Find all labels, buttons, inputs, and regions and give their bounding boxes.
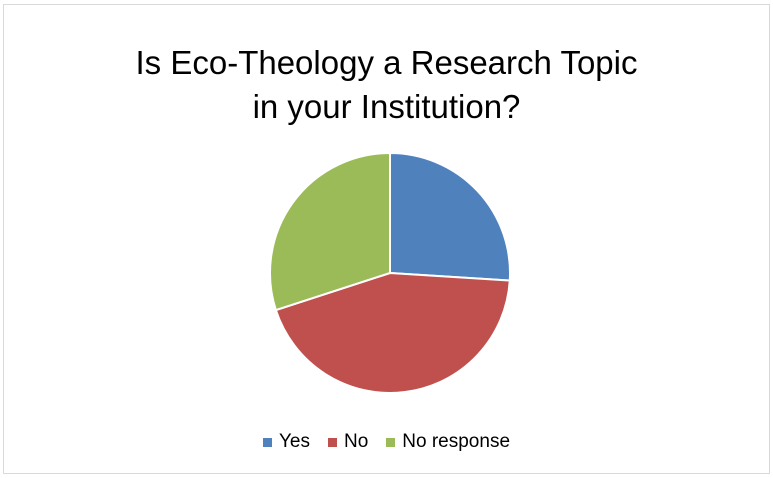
legend-swatch-no-response: [386, 437, 396, 447]
legend-swatch-no: [327, 437, 337, 447]
legend-item-no-response: No response: [386, 431, 510, 453]
legend-label-no-response: No response: [402, 431, 511, 452]
legend: Yes No No response: [4, 431, 769, 453]
pie-slice-no-response: [269, 151, 391, 312]
legend-item-no: No: [327, 431, 369, 453]
chart-frame: Is Eco-Theology a Research Topic in your…: [3, 4, 770, 474]
pie-slice-no: [274, 271, 511, 394]
chart-title-line-1: Is Eco-Theology a Research Topic: [135, 44, 638, 81]
pie-slice-yes: [389, 151, 511, 282]
legend-swatch-yes: [262, 437, 272, 447]
chart-title: Is Eco-Theology a Research Topic in your…: [4, 41, 769, 129]
legend-label-yes: Yes: [278, 431, 310, 452]
legend-item-yes: Yes: [262, 431, 310, 453]
chart-title-line-2: in your Institution?: [252, 88, 521, 125]
pie-chart: [269, 151, 511, 394]
legend-label-no: No: [343, 431, 369, 452]
